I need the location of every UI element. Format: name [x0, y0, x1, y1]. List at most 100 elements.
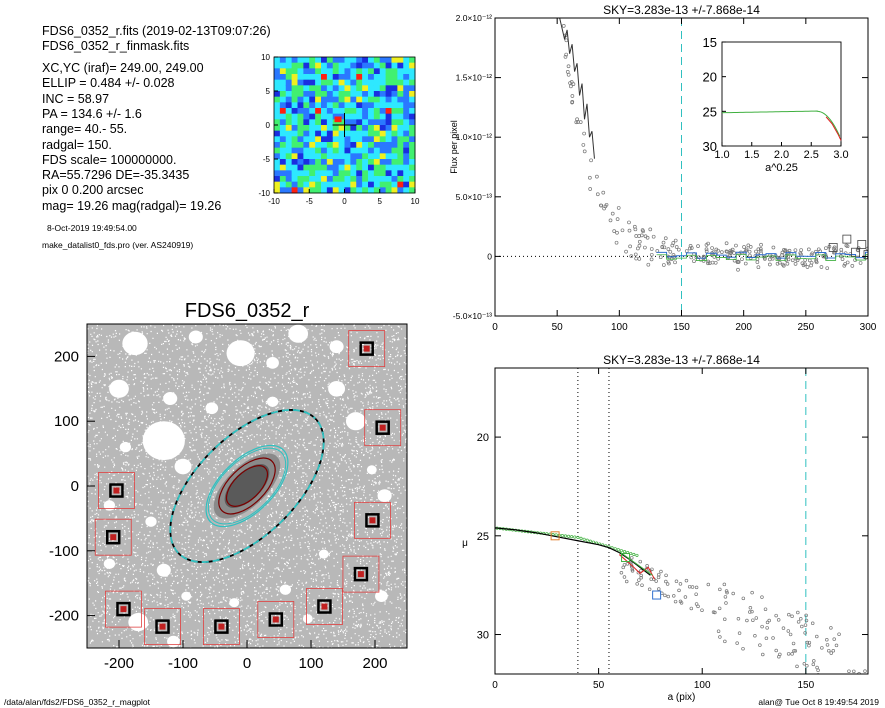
data-point — [602, 206, 606, 211]
data-point — [821, 253, 826, 258]
data-point — [689, 246, 694, 250]
data-point — [765, 620, 770, 625]
data-point — [673, 599, 678, 604]
data-point — [629, 563, 634, 567]
heatmap-cell — [385, 176, 392, 183]
profile-line — [559, 18, 595, 159]
heatmap-cell — [344, 170, 351, 177]
heatmap-cell — [356, 130, 363, 137]
heatmap-cell — [385, 102, 392, 109]
data-point — [668, 249, 673, 254]
data-point — [664, 579, 668, 584]
data-point — [856, 246, 861, 251]
heatmap-cell — [356, 176, 363, 183]
data-point — [706, 582, 711, 587]
data-point — [621, 565, 625, 570]
heatmap-cell — [326, 119, 334, 126]
heatmap-cell — [321, 62, 328, 69]
data-point — [774, 648, 778, 653]
noise-speckle — [87, 324, 407, 648]
footer-path: /data/alan/fds2/FDS6_0352_r_magplot — [4, 697, 151, 707]
heatmap-cell — [338, 79, 345, 86]
inset-profile-tail — [825, 116, 842, 141]
star-mask — [266, 396, 279, 407]
data-point — [748, 245, 753, 249]
heatmap-cell — [332, 164, 340, 171]
data-point — [736, 267, 740, 272]
heatmap-cell — [291, 74, 298, 81]
reference-box — [98, 472, 135, 509]
heatmap-cell — [332, 176, 340, 183]
heatmap-cell — [326, 62, 334, 69]
data-point — [809, 252, 814, 257]
data-point — [809, 260, 814, 265]
star-mask — [122, 331, 148, 356]
data-point — [857, 671, 861, 674]
heatmap-cell — [274, 113, 281, 120]
star-mask — [366, 465, 377, 475]
galaxy-title: FDS6_0352_r — [185, 300, 310, 322]
heatmap-cell — [297, 164, 304, 171]
data-point — [724, 589, 729, 593]
data-point — [674, 579, 679, 584]
heatmap-cell — [332, 79, 340, 86]
heatmap-cell — [309, 136, 316, 143]
data-point — [716, 248, 720, 253]
data-point — [657, 587, 661, 591]
data-point — [838, 254, 843, 259]
heatmap-cell — [373, 147, 381, 154]
data-point — [774, 613, 778, 618]
heatmap-cell — [279, 96, 287, 103]
data-point — [658, 255, 663, 260]
data-point — [724, 601, 728, 605]
reference-star — [155, 619, 170, 634]
data-point — [588, 175, 592, 180]
data-point — [742, 245, 746, 249]
heatmap-cell — [344, 159, 351, 166]
heatmap-cell — [309, 153, 316, 160]
reference-star — [353, 566, 369, 582]
heatmap-cell — [315, 130, 322, 137]
heatmap-cell — [403, 85, 410, 92]
heatmap-cell — [291, 181, 298, 188]
data-point — [799, 252, 803, 257]
flux-x-tick: 150 — [673, 322, 690, 333]
data-point — [628, 244, 632, 249]
heatmap-cell — [350, 159, 357, 166]
heatmap-cell — [321, 74, 328, 81]
heatmap-cell — [362, 113, 369, 120]
data-point — [790, 652, 794, 656]
heatmap-cell — [373, 170, 381, 177]
heatmap-cell — [338, 125, 345, 132]
heatmap-cell — [368, 125, 375, 132]
isophote-ellipse — [169, 409, 325, 563]
heatmap-cell — [350, 130, 357, 137]
heatmap-cell — [350, 108, 357, 115]
reference-star-core — [113, 487, 120, 494]
inset-x-tick: 1.5 — [744, 149, 759, 161]
heatmap-cell — [356, 125, 363, 132]
data-point — [719, 250, 724, 254]
heatmap-cell — [362, 96, 369, 103]
heatmap-cell — [309, 119, 316, 126]
heatmap-cell — [297, 153, 304, 160]
heatmap-cell — [291, 108, 298, 115]
heatmap-x-tick: -5 — [306, 197, 314, 206]
data-point — [610, 546, 614, 550]
data-point — [852, 669, 856, 674]
data-point — [616, 548, 620, 552]
data-point — [722, 582, 727, 587]
heatmap-cell — [315, 85, 322, 92]
heatmap-cell — [285, 170, 293, 177]
heatmap-cell — [279, 147, 287, 154]
data-point — [775, 261, 780, 266]
heatmap-cell — [362, 108, 369, 115]
data-point — [585, 538, 589, 542]
heatmap-cell — [379, 119, 387, 126]
heatmap-cell — [397, 108, 404, 115]
heatmap-y-tick: -10 — [258, 189, 270, 198]
sky-step-line — [656, 254, 868, 261]
heatmap-cell — [397, 153, 404, 160]
data-point — [725, 256, 730, 261]
data-point — [649, 252, 654, 257]
